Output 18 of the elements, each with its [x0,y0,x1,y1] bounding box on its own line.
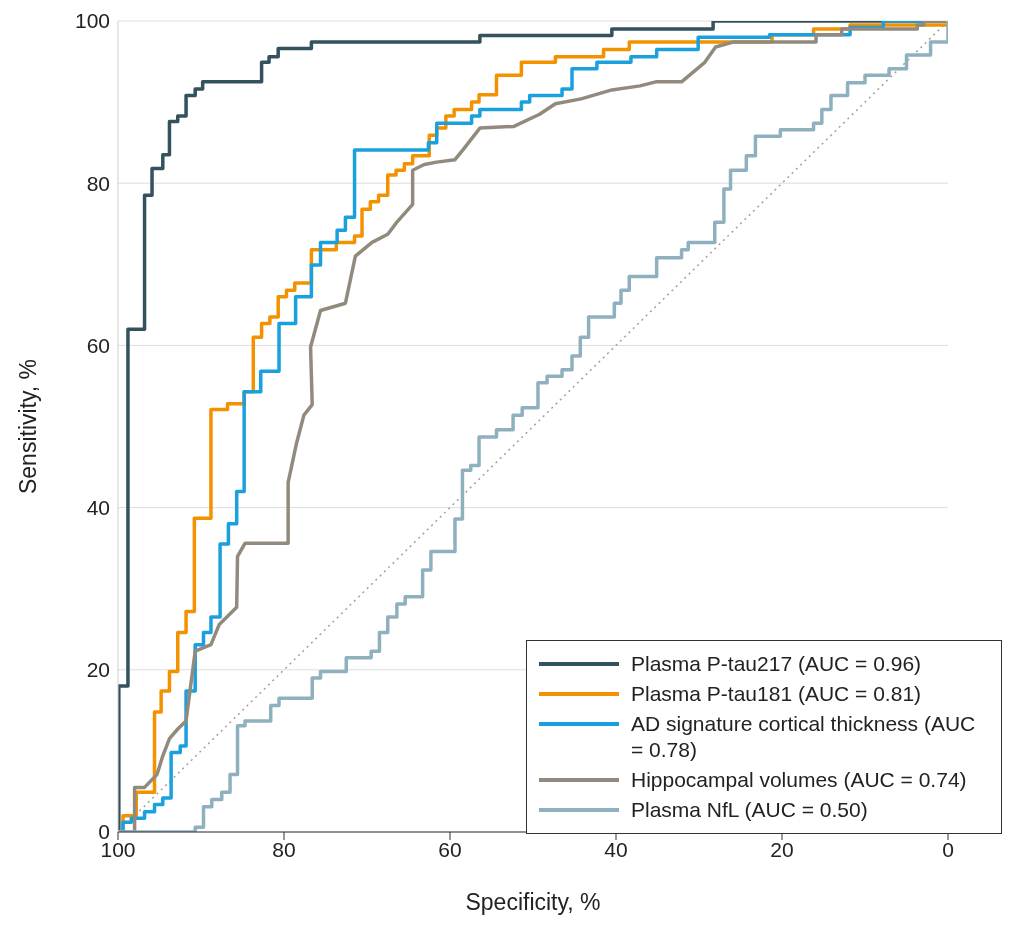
x-axis-title: Specificity, % [465,889,601,915]
legend-label: Plasma NfL (AUC = 0.50) [631,797,868,823]
legend-label: AD signature cortical thickness (AUC = 0.78) [631,711,977,763]
x-tick-label: 60 [438,837,462,861]
x-tick-label: 20 [770,837,794,861]
x-tick-label: 80 [272,837,296,861]
x-tick-label: 0 [942,837,954,861]
legend-label: Plasma P-tau217 (AUC = 0.96) [631,651,922,677]
y-axis-title: Sensitivity, % [15,358,42,495]
y-tick-label: 40 [86,496,110,520]
x-tick-label: 40 [604,837,628,861]
y-tick-label: 20 [86,658,110,682]
y-tick-label: 0 [98,820,110,844]
legend-label: Plasma P-tau181 (AUC = 0.81) [631,681,922,707]
y-tick-label: 60 [86,333,110,357]
y-tick-label: 80 [86,171,110,195]
y-tick-label: 100 [74,9,110,33]
legend-label: Hippocampal volumes (AUC = 0.74) [631,767,967,793]
